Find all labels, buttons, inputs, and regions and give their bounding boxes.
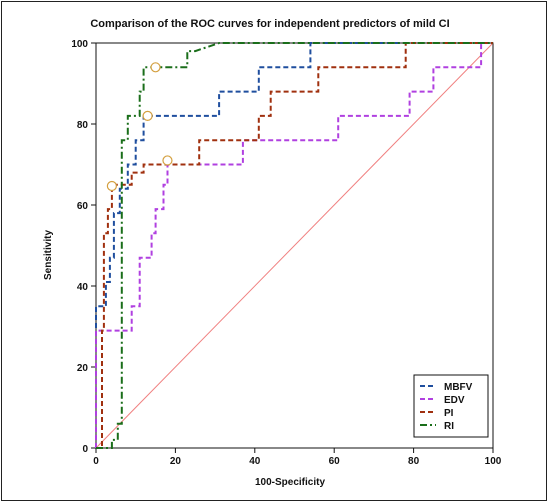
y-tick-label: 100 bbox=[71, 39, 88, 50]
cutoff-marker-mbfv bbox=[142, 110, 153, 122]
cutoff-marker-edv bbox=[162, 155, 173, 166]
y-axis-label: Sensitivity bbox=[43, 230, 54, 280]
x-tick-label: 100 bbox=[485, 456, 502, 467]
x-tick-label: 80 bbox=[408, 456, 420, 467]
chart-title: Comparison of the ROC curves for indepen… bbox=[90, 18, 449, 30]
roc-line-edv bbox=[95, 42, 493, 448]
y-tick-label: 40 bbox=[77, 282, 89, 293]
legend-label-pi: PI bbox=[444, 408, 454, 419]
legend-label-mbfv: MBFV bbox=[444, 382, 473, 393]
x-axis-label: 100-Specificity bbox=[255, 477, 325, 488]
y-tick-label: 20 bbox=[77, 363, 89, 374]
cutoff-marker-ri bbox=[150, 62, 161, 73]
x-tick-label: 0 bbox=[93, 456, 99, 467]
x-tick-label: 20 bbox=[170, 456, 182, 467]
legend-box bbox=[413, 374, 489, 438]
legend-label-edv: EDV bbox=[444, 395, 465, 406]
x-tick-label: 60 bbox=[329, 456, 341, 467]
y-tick-label: 80 bbox=[77, 120, 89, 131]
reference-diagonal-line bbox=[95, 42, 494, 449]
x-tick-label: 40 bbox=[249, 456, 261, 467]
roc-line-mbfv bbox=[95, 42, 493, 448]
cutoff-marker-pi bbox=[106, 180, 117, 192]
y-tick-label: 0 bbox=[82, 444, 88, 455]
legend-label-ri: RI bbox=[444, 421, 454, 432]
y-tick-label: 60 bbox=[77, 201, 89, 212]
plot-area: 0 20 40 60 80 100 0 20 40 60 80 100 MBFV EDV PI RI bbox=[71, 39, 501, 467]
